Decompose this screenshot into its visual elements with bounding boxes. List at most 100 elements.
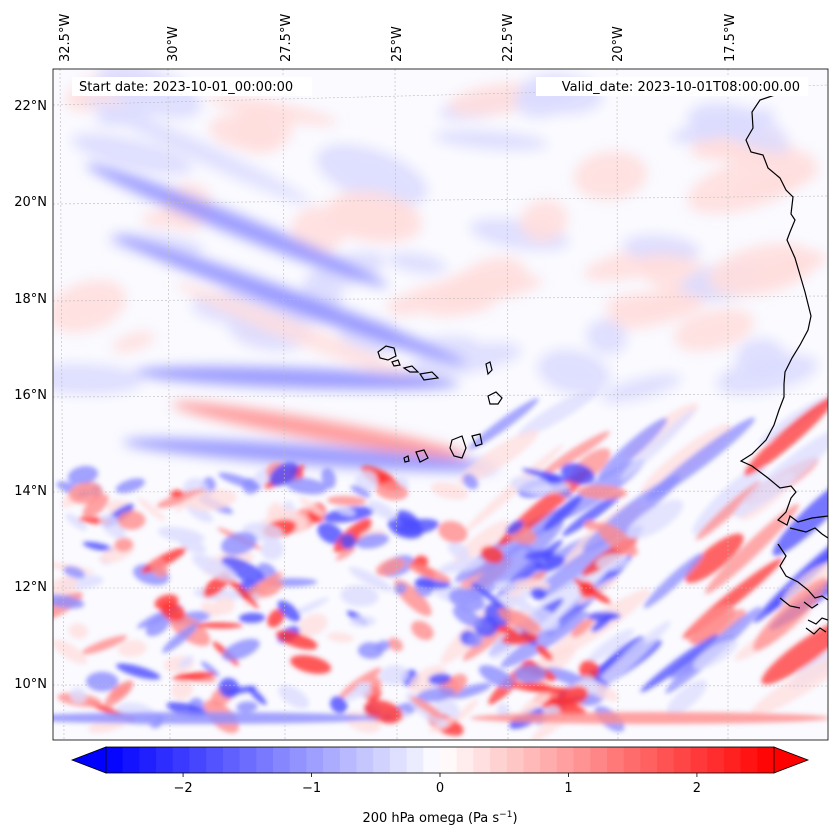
island-fogo <box>415 449 429 463</box>
omega-patch <box>236 701 258 713</box>
omega-patch <box>113 235 467 365</box>
omega-patch <box>596 522 638 557</box>
omega-patch <box>674 308 754 352</box>
omega-patch <box>221 556 265 584</box>
colorbar-bin <box>707 747 725 773</box>
colorbar-bin <box>256 747 274 773</box>
omega-patch <box>620 408 696 480</box>
omega-patch <box>321 467 336 489</box>
colorbar-label-exp: −1 <box>499 810 512 820</box>
colorbar-bin <box>373 747 391 773</box>
omega-patch <box>65 513 87 531</box>
colorbar-bin <box>306 747 324 773</box>
omega-patch <box>405 273 542 306</box>
omega-patch <box>137 497 166 521</box>
omega-patch <box>68 623 89 640</box>
omega-patch <box>82 541 114 552</box>
omega-patch <box>666 679 707 716</box>
omega-patch <box>388 637 403 652</box>
omega-patch <box>434 694 461 721</box>
omega-patch <box>494 581 518 592</box>
omega-patch <box>643 553 704 609</box>
colorbar-extend-min <box>70 746 107 774</box>
colorbar-bin <box>206 747 224 773</box>
colorbar-tick-label: 2 <box>693 781 701 796</box>
valid-date-box <box>536 77 808 96</box>
omega-patch <box>571 618 593 638</box>
omega-patch <box>543 495 582 531</box>
island-boa-vista <box>487 391 503 405</box>
omega-patch <box>285 477 328 495</box>
coast-detail-guinea <box>777 543 828 601</box>
omega-patch <box>375 640 391 652</box>
omega-patch <box>513 578 550 591</box>
latitude-labels: 22°N 20°N 18°N 16°N 14°N 12°N 10°N <box>14 99 47 692</box>
omega-patch <box>172 671 216 681</box>
omega-patch <box>410 696 444 719</box>
omega-patch <box>145 615 170 637</box>
omega-patch <box>497 703 510 718</box>
omega-patch <box>480 545 504 564</box>
island-sao-vicente <box>391 359 401 367</box>
omega-patch <box>462 473 479 490</box>
omega-patch <box>340 585 379 607</box>
omega-patch <box>116 663 161 680</box>
omega-patch <box>428 673 452 686</box>
omega-patch <box>122 438 498 472</box>
omega-patch <box>114 537 134 552</box>
omega-patch <box>705 503 799 594</box>
omega-patch <box>71 133 193 175</box>
omega-patch <box>330 696 348 714</box>
omega-patch <box>112 331 155 353</box>
omega-patch <box>577 485 628 500</box>
omega-patch <box>178 655 194 669</box>
omega-patch <box>461 519 564 605</box>
omega-patch <box>158 526 205 544</box>
omega-patch <box>350 485 371 498</box>
omega-patch <box>536 644 553 661</box>
africa-coastline <box>739 84 828 526</box>
omega-patch <box>671 108 776 143</box>
colorbar-bin <box>339 747 358 773</box>
colorbar-bin <box>323 747 341 773</box>
omega-patch <box>687 605 736 644</box>
omega-patch <box>85 163 388 287</box>
colorbar-bin <box>139 747 157 773</box>
island-sal-strip <box>418 371 440 381</box>
omega-patch <box>224 686 257 695</box>
coast-detail-islands <box>803 601 828 635</box>
coast-detail-south <box>779 597 801 609</box>
lon-label-17-5w: 17.5°W <box>723 14 738 62</box>
colorbar-bin <box>740 747 758 773</box>
omega-patch <box>510 682 562 694</box>
colorbar-tick-label: −1 <box>302 781 321 796</box>
lat-label-12n: 12°N <box>14 580 47 595</box>
omega-patch <box>175 282 431 388</box>
colorbar-bin <box>540 747 558 773</box>
omega-patch <box>53 712 380 724</box>
omega-patch <box>82 494 109 518</box>
omega-patch <box>68 482 103 504</box>
omega-patch <box>387 252 447 274</box>
omega-patch <box>749 251 827 285</box>
omega-patch <box>221 531 257 556</box>
island-maio <box>471 433 483 447</box>
omega-patch <box>368 677 382 695</box>
omega-patch <box>327 190 422 243</box>
lat-label-22n: 22°N <box>14 99 47 114</box>
colorbar-tick-label: 1 <box>564 781 572 796</box>
omega-patch <box>394 583 407 595</box>
colorbar-bin <box>389 747 408 773</box>
lat-label-10n: 10°N <box>14 677 47 692</box>
omega-patch <box>503 593 535 611</box>
colorbar-bin <box>456 747 474 773</box>
omega-patch <box>733 429 828 518</box>
omega-patch <box>510 476 553 495</box>
omega-patch <box>743 395 828 476</box>
omega-patch <box>171 679 194 700</box>
omega-patch <box>411 620 434 641</box>
colorbar-bin <box>122 747 140 773</box>
omega-patch <box>622 234 700 263</box>
omega-patch <box>278 685 309 709</box>
omega-patch <box>470 712 828 724</box>
